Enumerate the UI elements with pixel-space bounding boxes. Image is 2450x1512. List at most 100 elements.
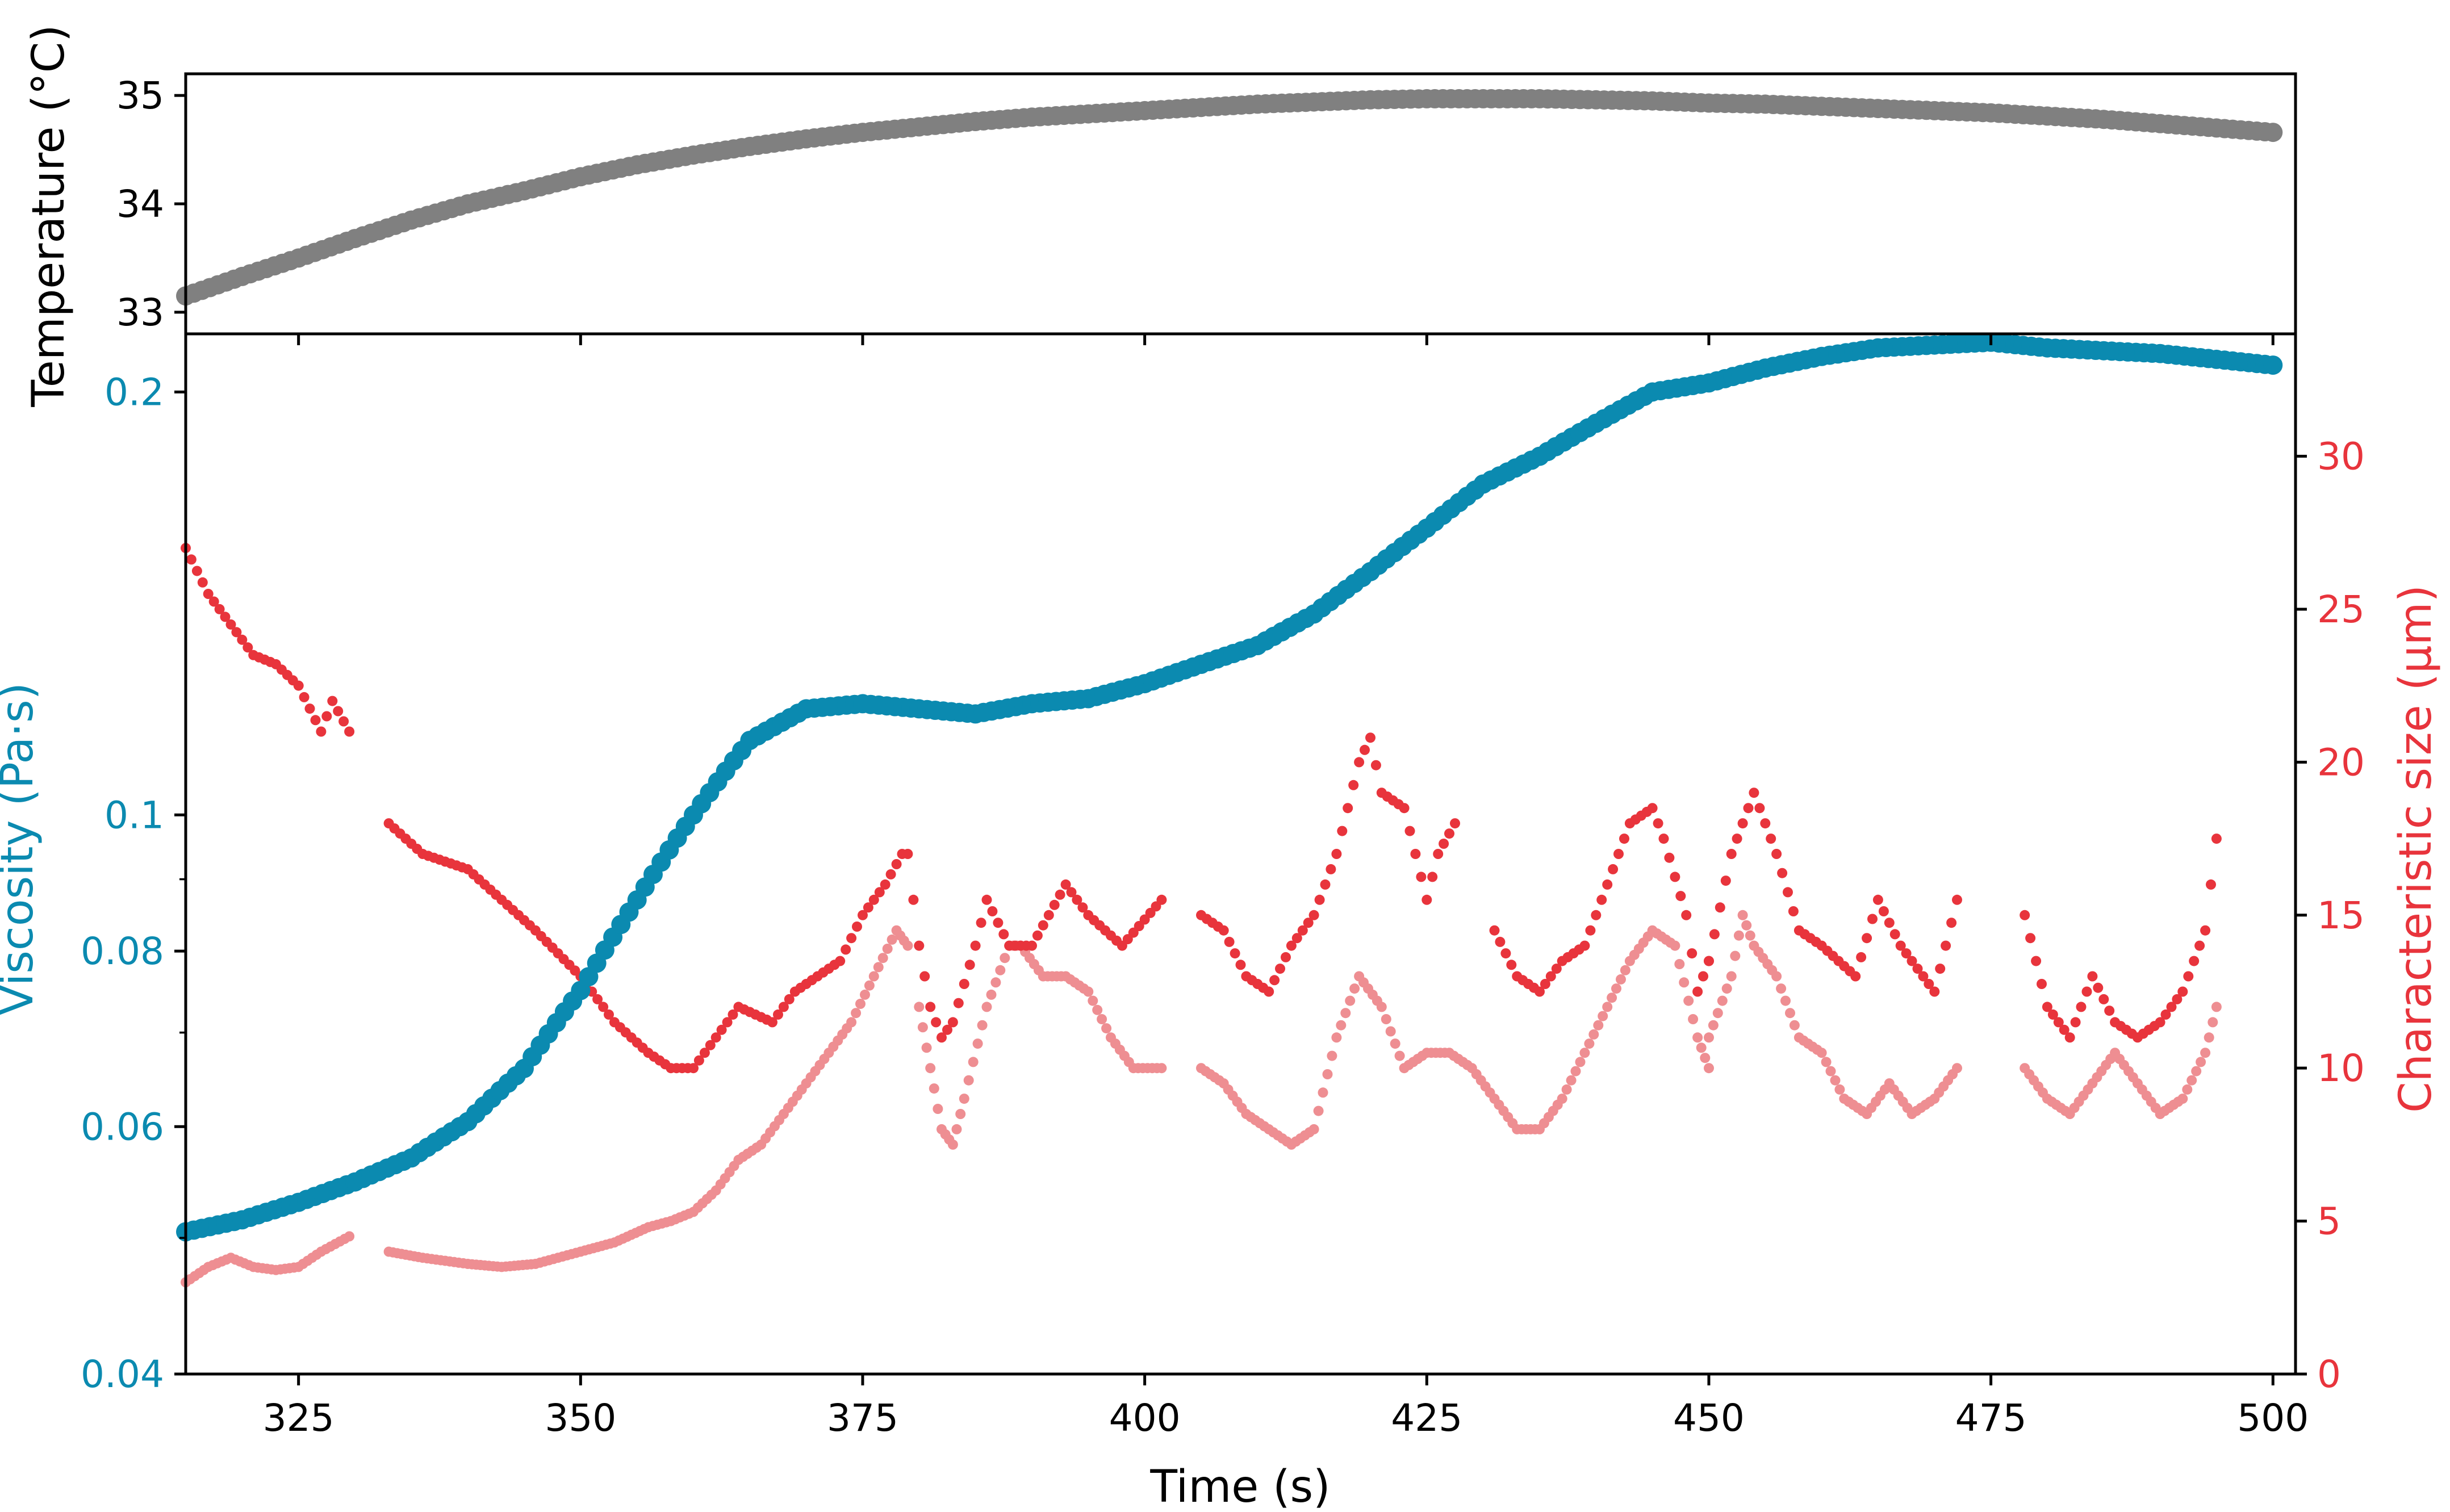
size-dark-point [344, 726, 355, 737]
size-dark-point [2166, 1002, 2177, 1012]
size-light-point [1318, 1087, 1328, 1098]
size-light-point [1570, 1066, 1581, 1077]
size-light-point [1390, 1038, 1400, 1049]
size-light-point [1611, 983, 1621, 994]
size-dark-point [2189, 956, 2200, 966]
size-light-point [2196, 1057, 2206, 1067]
size-light-point [882, 944, 893, 954]
size-dark-point [1760, 818, 1771, 829]
size-light-point [1561, 1084, 1572, 1095]
size-dark-point [1297, 925, 1308, 936]
size-dark-point [858, 910, 868, 920]
size-dark-point [1156, 894, 1167, 905]
size-light-point [977, 1020, 988, 1031]
size-light-point [868, 971, 879, 982]
size-dark-point [1433, 849, 1444, 859]
size-dark-point [1314, 894, 1325, 905]
size-dark-point [868, 894, 879, 905]
size-light-point [955, 1109, 966, 1119]
size-dark-point [846, 933, 857, 944]
size-dark-point [2064, 1032, 2075, 1043]
temperature-tick-label: 35 [116, 74, 164, 118]
temperature-tick-label: 33 [116, 291, 164, 334]
size-dark-point [919, 971, 930, 982]
size-dark-point [2081, 986, 2092, 997]
size-dark-point [1856, 952, 1867, 962]
size-dark-point [1495, 936, 1506, 947]
x-tick-label: 425 [1391, 1396, 1462, 1440]
size-tick-label: 15 [2317, 894, 2365, 937]
size-dark-point [1613, 849, 1624, 859]
size-light-point [1721, 983, 1732, 994]
size-light-point [917, 1022, 928, 1033]
size-dark-point [1867, 914, 1878, 924]
size-dark-point [203, 589, 214, 599]
size-dark-point [1500, 948, 1511, 959]
size-light-point [1692, 1032, 1703, 1043]
size-dark-point [1410, 849, 1421, 859]
size-light-point [1584, 1038, 1595, 1049]
size-dark-point [243, 642, 253, 653]
size-light-point [947, 1139, 958, 1150]
size-dark-point [1535, 986, 1545, 997]
size-dark-point [891, 859, 902, 869]
size-light-point [1688, 1014, 1699, 1024]
temperature-tick-label: 34 [116, 182, 164, 226]
size-dark-point [2194, 940, 2205, 951]
size-dark-point [186, 554, 196, 565]
size-dark-point [1060, 879, 1071, 890]
size-light-point [1830, 1075, 1841, 1086]
size-dark-point [1585, 925, 1596, 936]
size-light-point [1816, 1048, 1827, 1058]
size-light-point [1679, 977, 1690, 988]
size-dark-point [1653, 818, 1663, 829]
size-dark-point [1675, 891, 1686, 902]
size-dark-point [197, 577, 208, 588]
size-light-point [1000, 953, 1010, 964]
size-dark-point [710, 1032, 721, 1043]
size-tick-label: 25 [2317, 588, 2365, 631]
size-dark-point [2200, 925, 2211, 936]
size-light-point [1557, 1094, 1567, 1104]
size-dark-point [2093, 982, 2104, 993]
size-dark-point [321, 711, 332, 722]
size-dark-point [1681, 910, 1692, 920]
x-tick-label: 475 [1955, 1396, 2027, 1440]
size-dark-point [592, 994, 603, 1004]
size-light-point [1097, 1014, 1107, 1024]
size-light-point [995, 965, 1006, 975]
size-dark-point [2160, 1009, 2171, 1020]
size-dark-point [993, 918, 1004, 928]
size-dark-point [1884, 918, 1895, 928]
size-dark-point [1788, 906, 1799, 916]
size-dark-point [1901, 948, 1912, 959]
size-light-point [921, 1042, 932, 1053]
size-light-point [1683, 995, 1694, 1006]
x-tick-label: 375 [827, 1396, 898, 1440]
size-dark-point [784, 994, 795, 1004]
size-dark-point [1889, 929, 1900, 940]
size-dark-point [1941, 940, 1951, 951]
size-light-point [1349, 983, 1360, 994]
size-light-point [1741, 920, 1752, 931]
viscosity-tick-label: 0.06 [81, 1105, 164, 1149]
size-dark-point [1331, 849, 1342, 859]
size-dark-point [987, 906, 998, 916]
size-dark-point [1421, 894, 1432, 905]
bottom-panel-frame [184, 332, 2297, 1376]
size-light-point [1730, 950, 1741, 961]
size-light-point [864, 980, 875, 991]
size-tick-label: 30 [2317, 435, 2365, 479]
size-light-point [1780, 995, 1791, 1006]
viscosity-tick-label: 0.04 [81, 1352, 164, 1396]
size-light-point [1726, 971, 1737, 982]
size-light-point [344, 1231, 355, 1242]
size-light-point [2182, 1084, 2193, 1095]
size-light-point [1670, 940, 1680, 951]
size-dark-point [2025, 933, 2036, 944]
size-dark-point [220, 611, 231, 622]
size-dark-point [191, 566, 202, 576]
size-dark-point [2031, 956, 2042, 966]
size-dark-point [1732, 834, 1742, 844]
size-light-point [990, 977, 1001, 988]
